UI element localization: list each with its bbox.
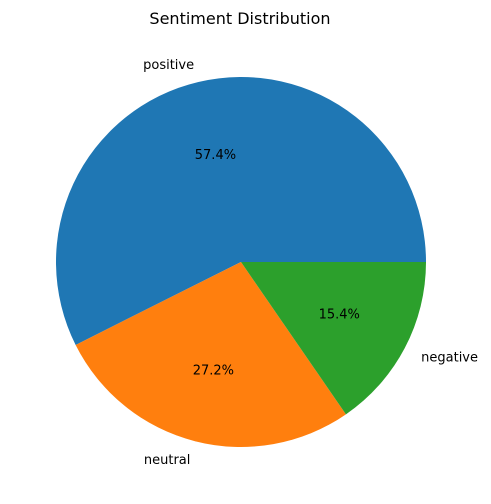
pie-slice-neutral	[75, 262, 346, 447]
pie-slice-negative	[241, 262, 426, 415]
pie-percent-negative: 15.4%	[319, 308, 360, 323]
pie-label-negative: negative	[421, 351, 478, 366]
pie-slice-positive	[55, 76, 426, 345]
pie-percent-neutral: 27.2%	[193, 364, 234, 379]
pie-label-neutral: neutral	[144, 453, 191, 468]
pie-labels: positive 57.4% neutral 27.2% negative 15.4%	[143, 58, 478, 468]
pie-label-positive: positive	[143, 58, 194, 73]
pie-slices	[55, 76, 426, 447]
chart-title: Sentiment Distribution	[149, 9, 330, 28]
pie-percent-positive: 57.4%	[195, 148, 236, 163]
